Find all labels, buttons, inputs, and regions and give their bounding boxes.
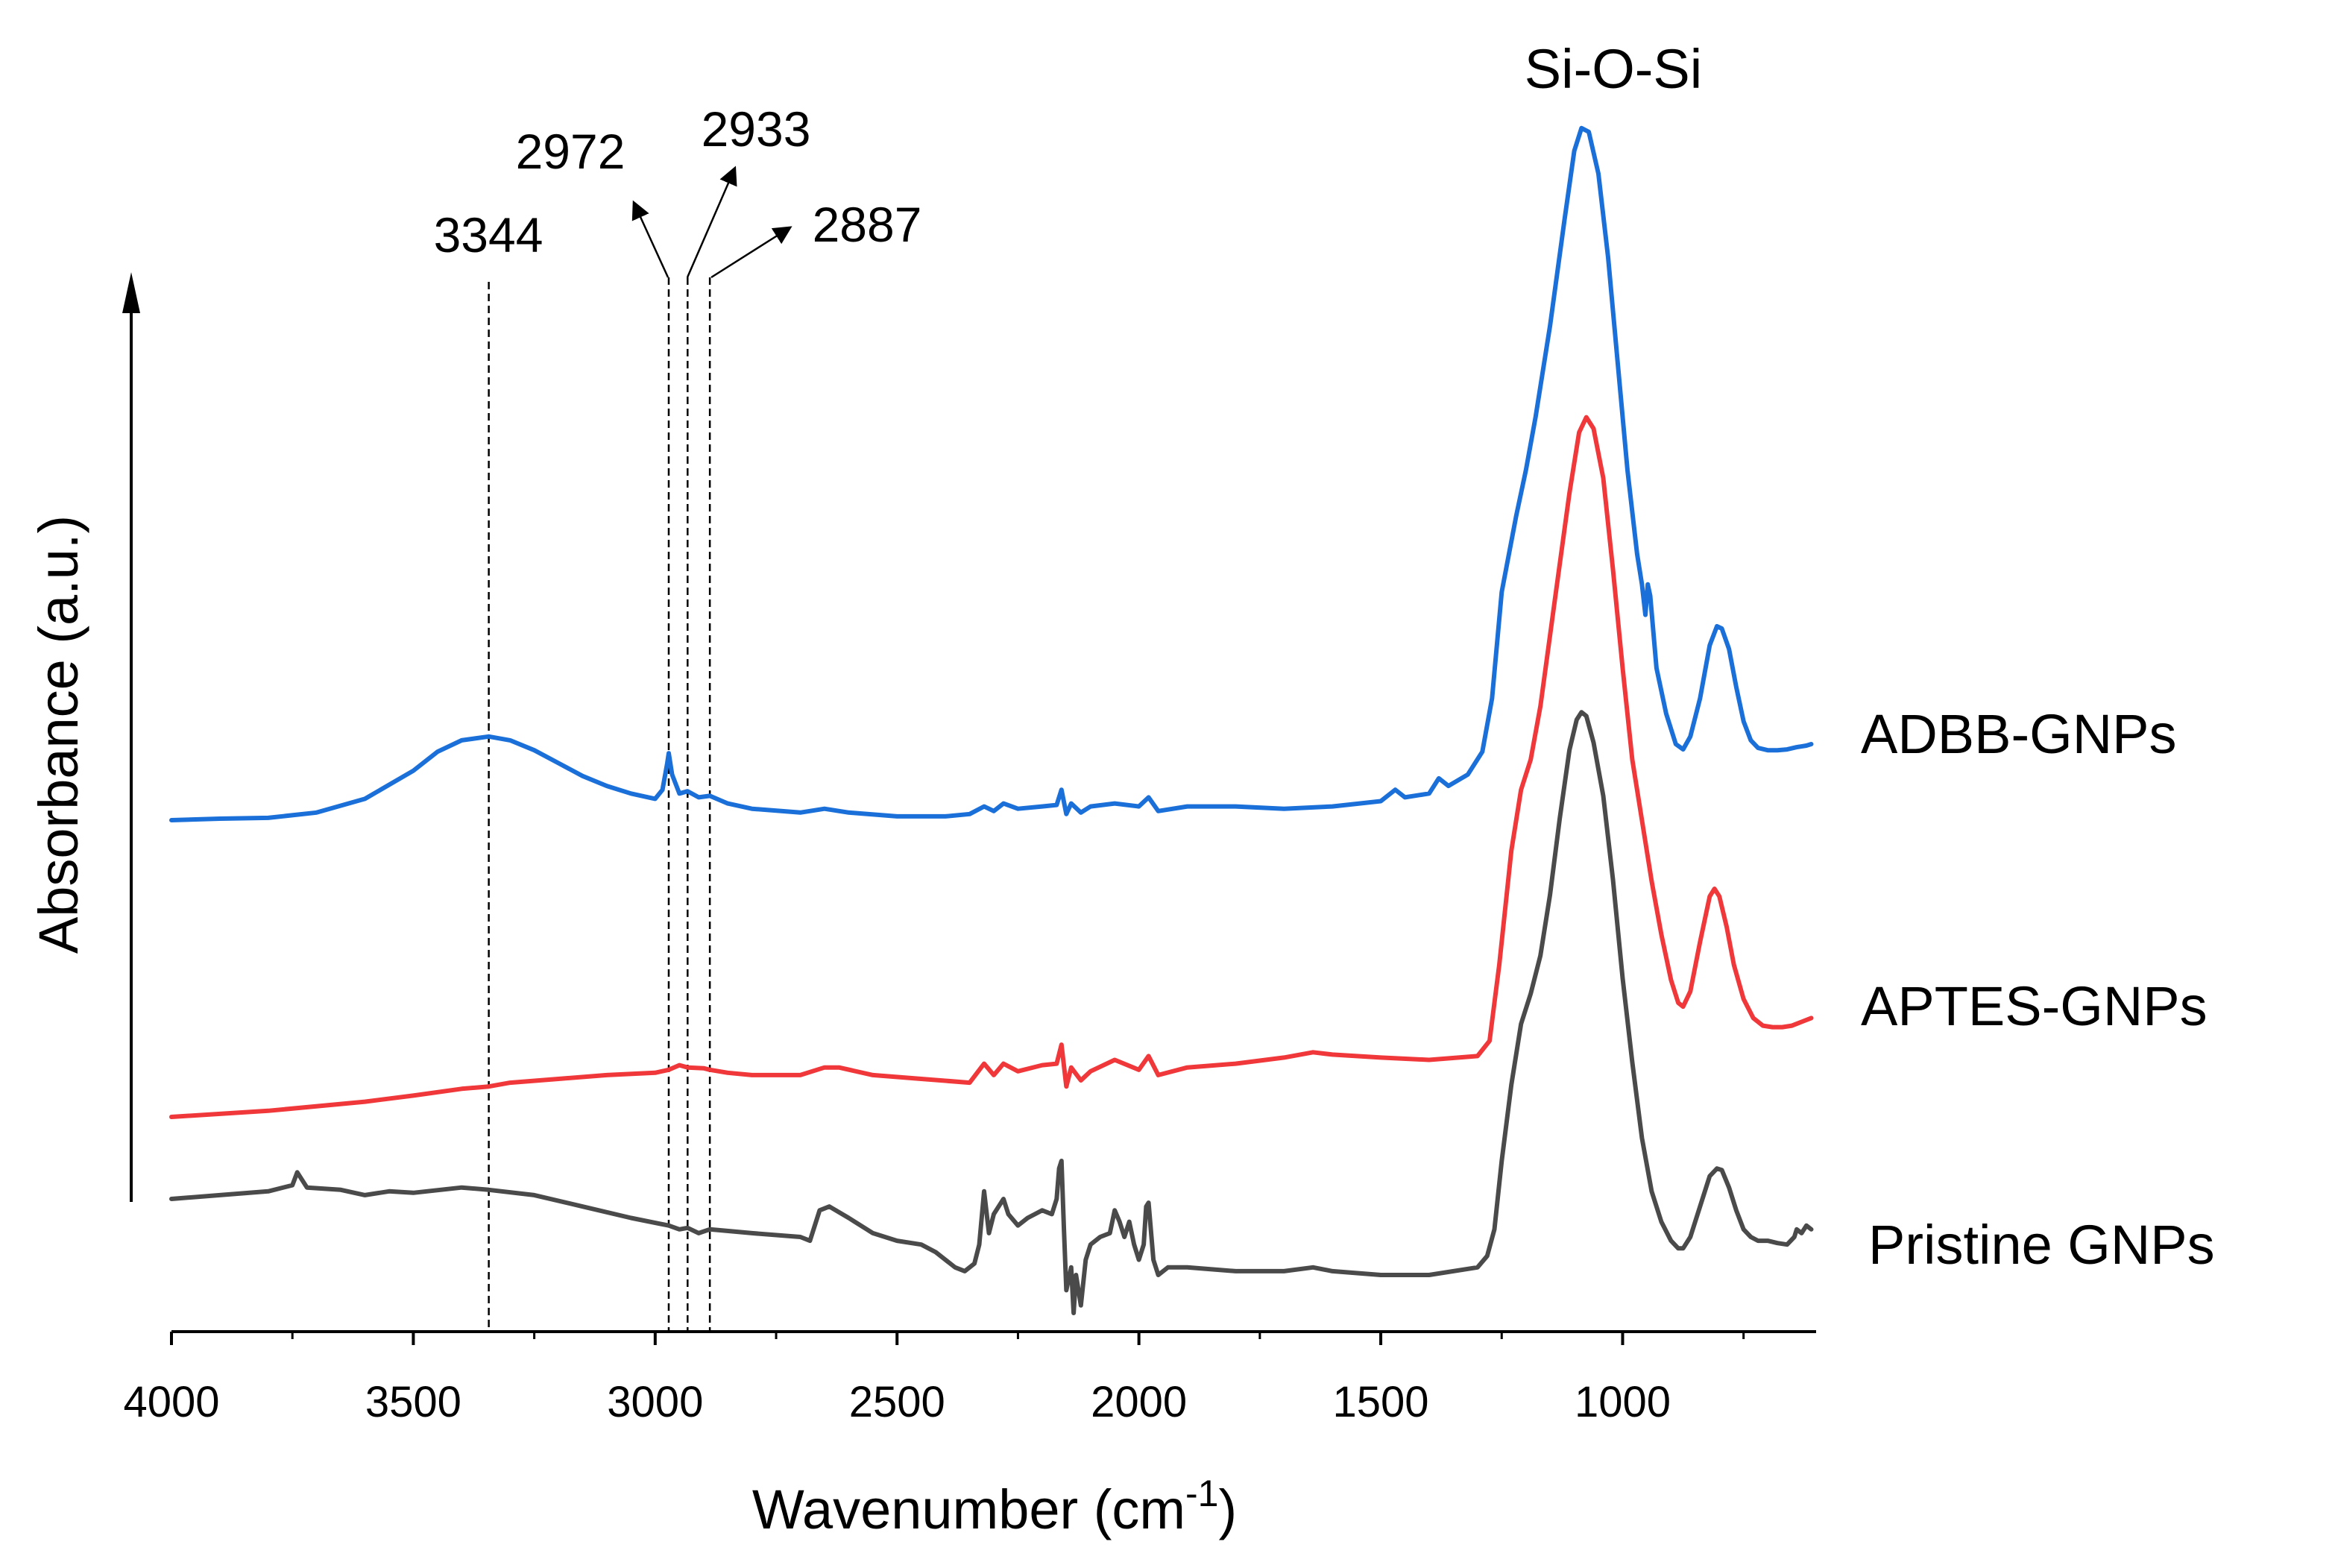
x-ticks: 4000 3500 3000 2500 2000 1500 1000 (123, 1332, 1745, 1426)
peak-label-si-o-si: Si-O-Si (1525, 38, 1702, 100)
x-tick-label-1500: 1500 (1333, 1378, 1429, 1426)
x-axis-title-end: ) (1218, 1479, 1237, 1540)
x-axis-title-main: Wavenumber (cm (752, 1479, 1185, 1540)
legend-adbb-gnps: ADBB-GNPs (1861, 703, 2177, 765)
x-tick-label-2500: 2500 (849, 1378, 945, 1426)
legend-pristine-gnps: Pristine GNPs (1868, 1214, 2215, 1276)
arrow-2887 (710, 226, 792, 279)
x-tick-label-1000: 1000 (1575, 1378, 1671, 1426)
y-axis-title: Absorbance (a.u.) (28, 515, 89, 954)
annotation-arrows (631, 166, 792, 279)
legend: ADBB-GNPs APTES-GNPs Pristine GNPs (1861, 703, 2215, 1276)
arrow-2972 (631, 200, 669, 278)
marker-label-3344: 3344 (434, 207, 543, 262)
x-axis-title: Wavenumber (cm-1) (752, 1473, 1237, 1540)
series-line-aptes-gnps (169, 415, 1814, 1119)
marker-label-2887: 2887 (813, 197, 922, 252)
x-axis-title-superscript: -1 (1185, 1473, 1218, 1514)
x-tick-label-2000: 2000 (1091, 1378, 1187, 1426)
marker-label-2933: 2933 (702, 101, 811, 157)
peak-markers (488, 277, 711, 1332)
x-tick-label-3500: 3500 (365, 1378, 461, 1426)
arrow-2933 (686, 166, 737, 278)
series-line-adbb-gnps (169, 125, 1814, 822)
x-tick-label-3000: 3000 (607, 1378, 703, 1426)
x-axis: 4000 3500 3000 2500 2000 1500 1000 (123, 1330, 1816, 1426)
series-group (169, 125, 1814, 1315)
y-axis (122, 272, 140, 1202)
x-tick-label-4000: 4000 (123, 1378, 219, 1426)
series-line-pristine-gnps (169, 710, 1814, 1315)
legend-aptes-gnps: APTES-GNPs (1861, 975, 2208, 1037)
marker-label-2972: 2972 (516, 124, 625, 179)
y-axis-arrowhead (122, 272, 140, 313)
